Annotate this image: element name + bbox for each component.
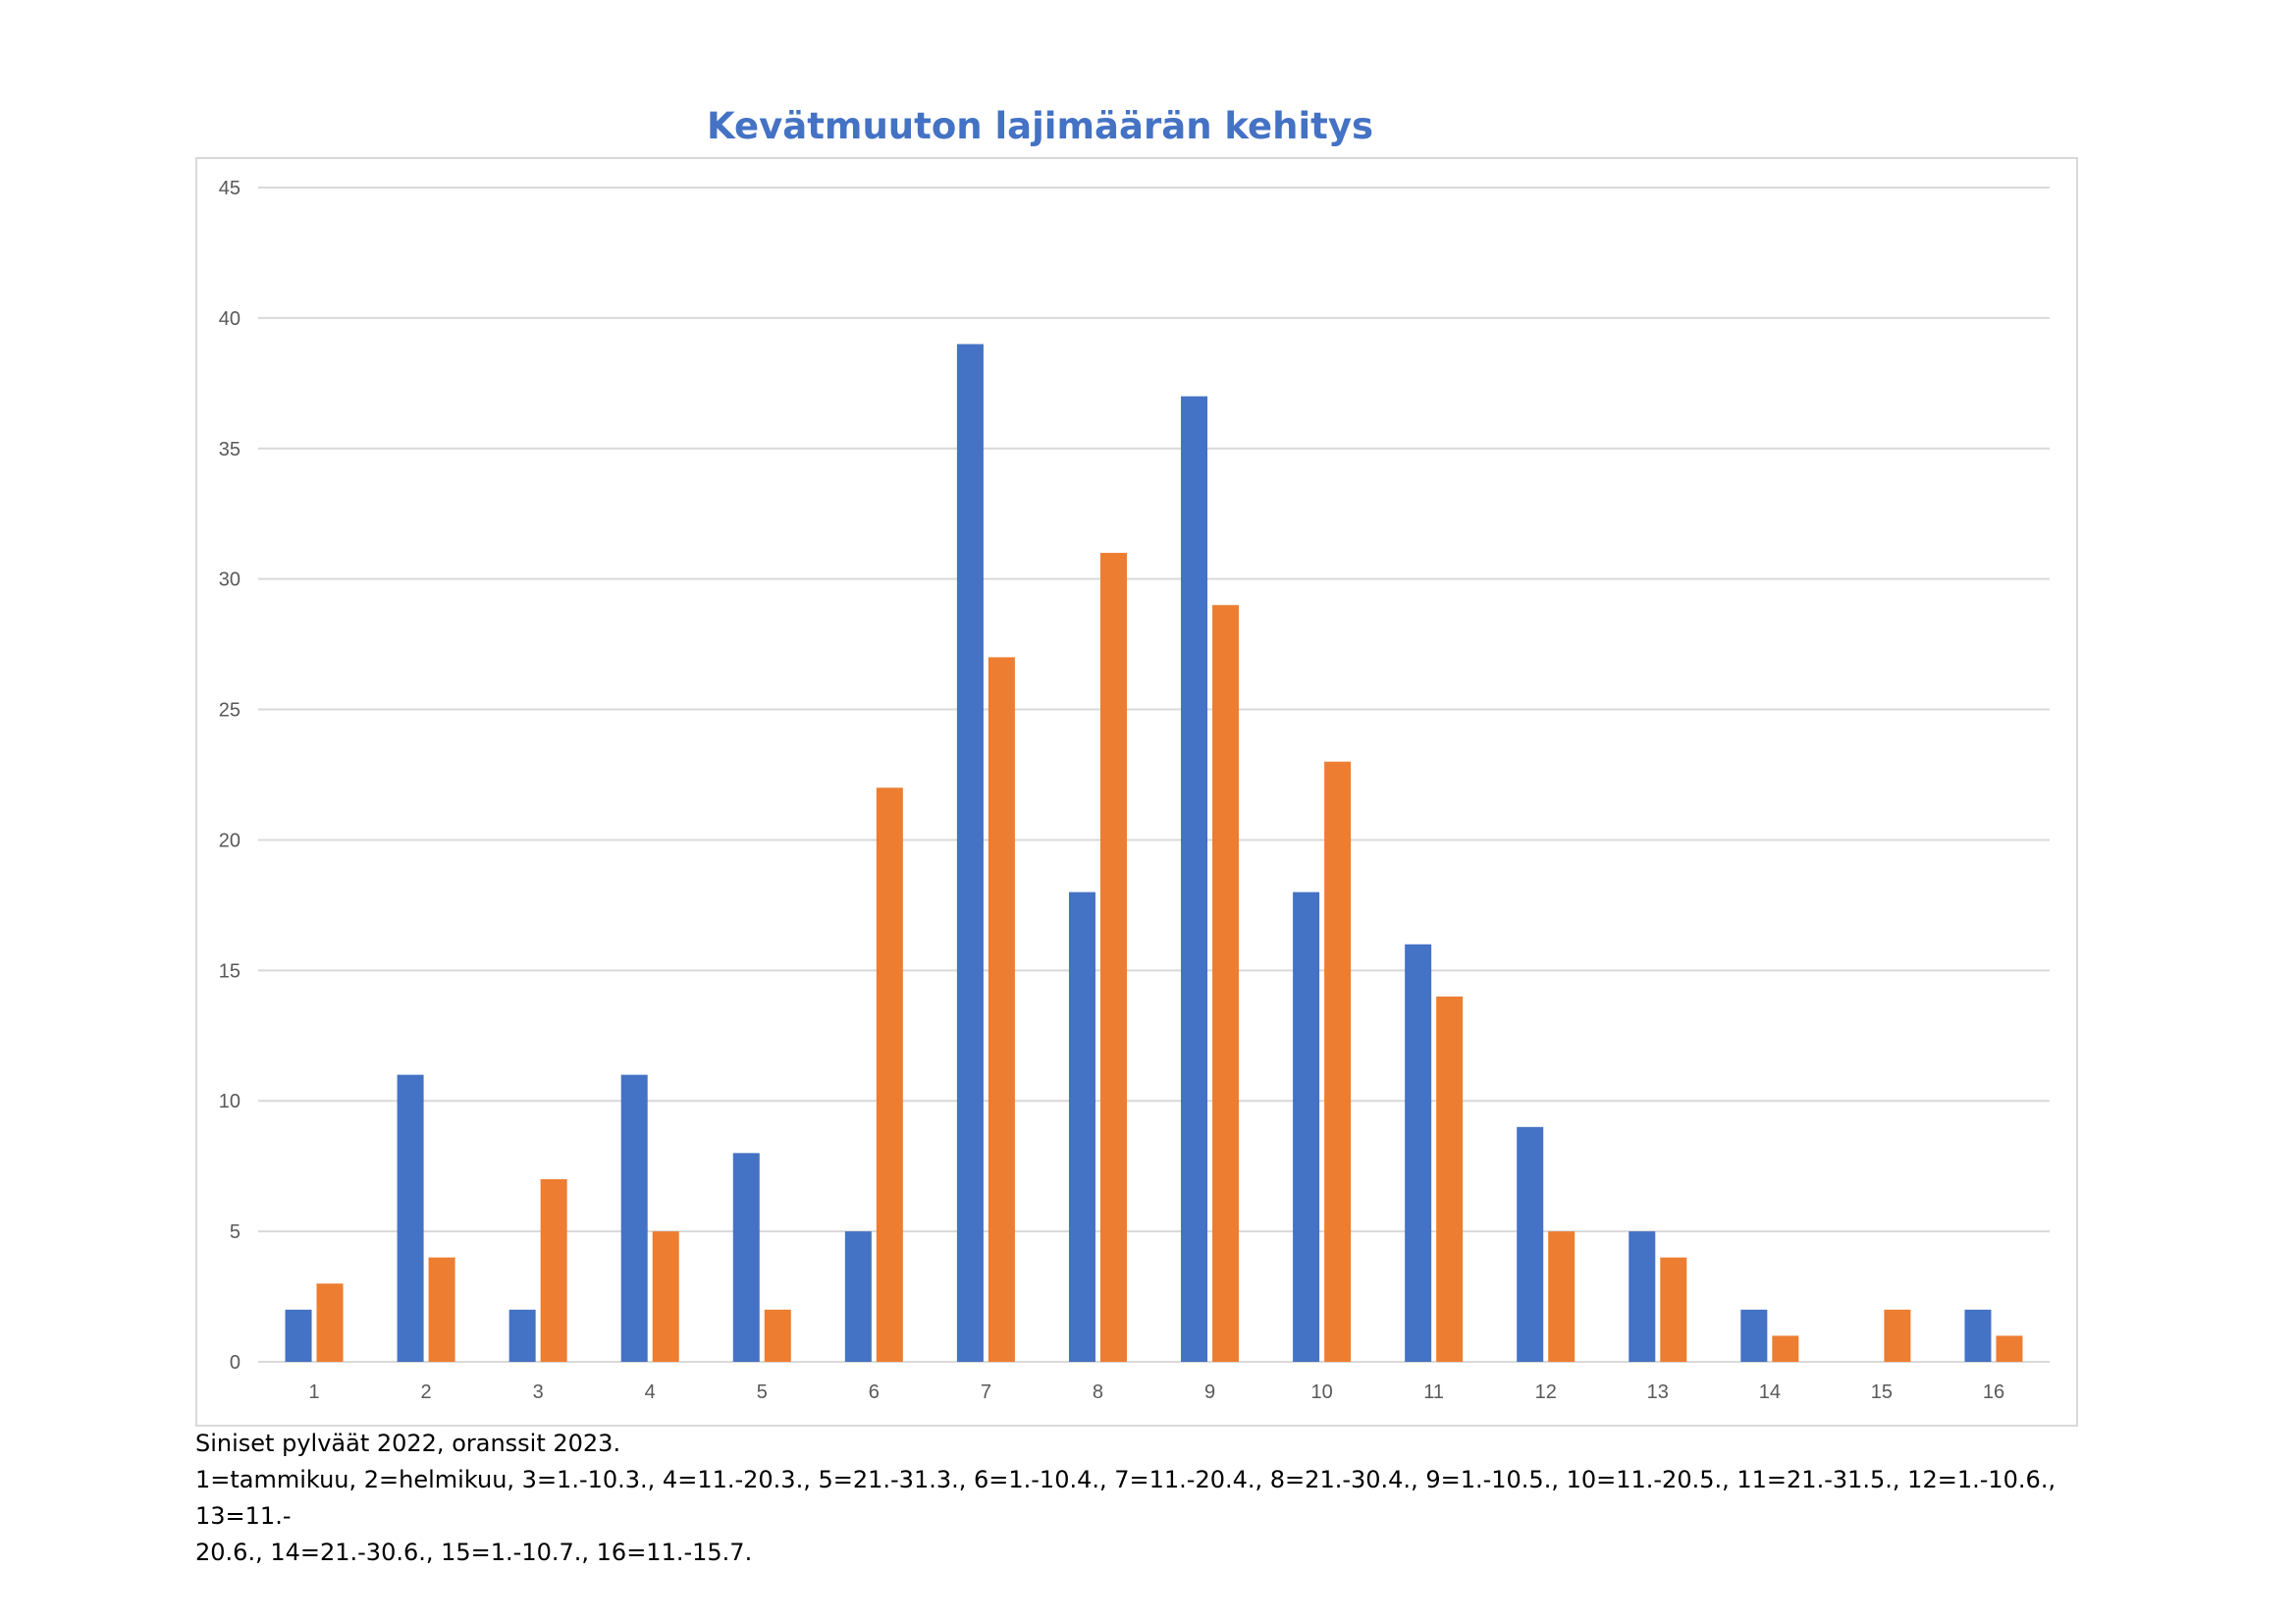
bar-series1-cat-3	[508, 1309, 536, 1362]
bar-series2-cat-16	[1996, 1335, 2023, 1362]
y-tick-label-0: 0	[230, 1352, 240, 1374]
y-tick-label-5: 5	[230, 1221, 240, 1243]
x-tick-label-5: 5	[757, 1381, 768, 1403]
bar-series2-cat-8	[1099, 553, 1127, 1362]
caption-line-3: 20.6., 14=21.-30.6., 15=1.-10.7., 16=11.…	[195, 1539, 753, 1566]
bar-series1-cat-9	[1181, 396, 1208, 1363]
bar-series1-cat-13	[1629, 1231, 1656, 1362]
x-tick-label-15: 15	[1871, 1381, 1893, 1403]
bar-series2-cat-7	[988, 657, 1015, 1362]
bar-series1-cat-6	[844, 1231, 872, 1362]
x-tick-label-16: 16	[1983, 1381, 2004, 1403]
bar-series1-cat-2	[397, 1074, 424, 1362]
bar-series2-cat-13	[1660, 1257, 1687, 1362]
bar-series2-cat-1	[316, 1283, 344, 1362]
bar-series2-cat-15	[1884, 1309, 1911, 1362]
bar-series2-cat-5	[764, 1309, 791, 1362]
bar-series2-cat-11	[1436, 996, 1464, 1362]
chart-frame: 0 5 10 15 20 25 30 35 40 45 1 2 3 4 5 6 7 8 9 10 11 12 13 14 15 1…	[195, 157, 2078, 1427]
y-tick-label-35: 35	[219, 439, 240, 460]
x-tick-label-13: 13	[1647, 1381, 1669, 1403]
bar-series1-cat-16	[1964, 1309, 1992, 1362]
x-tick-label-6: 6	[869, 1381, 880, 1403]
x-tick-label-12: 12	[1535, 1381, 1557, 1403]
y-tick-label-20: 20	[219, 830, 240, 851]
bar-series1-cat-11	[1405, 944, 1432, 1362]
x-tick-label-8: 8	[1093, 1381, 1103, 1403]
bar-series2-cat-14	[1772, 1335, 1799, 1362]
y-tick-label-10: 10	[219, 1091, 240, 1112]
bar-series2-cat-6	[876, 787, 903, 1362]
bar-series1-cat-12	[1517, 1126, 1544, 1362]
chart-caption: Siniset pylväät 2022, oranssit 2023. 1=t…	[195, 1426, 2139, 1571]
x-tick-label-4: 4	[645, 1381, 656, 1403]
y-tick-label-25: 25	[219, 700, 240, 722]
x-tick-label-10: 10	[1310, 1381, 1332, 1403]
bar-series2-cat-3	[540, 1178, 567, 1362]
x-tick-label-1: 1	[308, 1381, 319, 1403]
bar-series1-cat-7	[956, 344, 984, 1362]
x-tick-label-7: 7	[981, 1381, 991, 1403]
y-tick-label-30: 30	[219, 569, 240, 591]
bar-series1-cat-14	[1740, 1309, 1768, 1362]
x-tick-label-14: 14	[1759, 1381, 1781, 1403]
bar-series2-cat-2	[428, 1257, 455, 1362]
chart-title: Kevätmuuton lajimäärän kehitys	[707, 105, 1373, 147]
y-tick-label-40: 40	[219, 308, 240, 330]
x-tick-label-3: 3	[533, 1381, 544, 1403]
caption-line-2: 1=tammikuu, 2=helmikuu, 3=1.-10.3., 4=11…	[195, 1466, 2056, 1530]
bar-series2-cat-10	[1324, 761, 1352, 1362]
bar-series1-cat-5	[732, 1153, 760, 1362]
bar-series1-cat-10	[1293, 892, 1320, 1362]
x-tick-label-2: 2	[421, 1381, 432, 1403]
bar-series1-cat-8	[1068, 892, 1095, 1362]
bar-series2-cat-9	[1212, 605, 1240, 1362]
caption-line-1: Siniset pylväät 2022, oranssit 2023.	[195, 1430, 621, 1457]
y-tick-label-15: 15	[219, 960, 240, 982]
x-tick-label-9: 9	[1204, 1381, 1215, 1403]
bar-series2-cat-4	[652, 1231, 679, 1362]
bar-series1-cat-4	[620, 1074, 648, 1362]
x-tick-label-11: 11	[1423, 1381, 1444, 1403]
bar-series1-cat-1	[285, 1309, 312, 1362]
y-tick-label-45: 45	[219, 178, 240, 199]
bar-series2-cat-12	[1548, 1231, 1575, 1362]
